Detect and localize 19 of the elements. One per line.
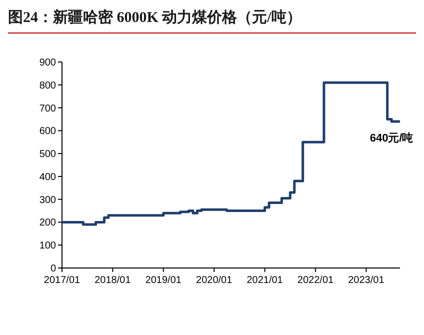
x-tick-label: 2018/01	[94, 275, 132, 286]
x-tick-label: 2021/01	[246, 275, 284, 286]
y-tick-label: 600	[39, 126, 56, 138]
y-tick-label: 400	[39, 172, 56, 183]
y-tick-label: 0	[50, 264, 56, 274]
annotation: 640元/吨	[370, 132, 414, 145]
chart-title: 图24：新疆哈密 6000K 动力煤价格（元/吨）	[8, 8, 302, 26]
x-tick-label: 2022/01	[297, 275, 334, 286]
y-tick-label: 100	[39, 240, 56, 252]
y-tick-label: 800	[39, 80, 56, 92]
y-tick-label: 200	[39, 218, 56, 229]
x-tick-label: 2019/01	[145, 275, 182, 286]
y-tick-label: 500	[39, 149, 56, 160]
y-tick-label: 900	[39, 58, 56, 68]
y-tick-label: 700	[39, 103, 56, 114]
x-tick-label: 2017/01	[44, 275, 81, 286]
x-tick-label: 2023/01	[348, 275, 385, 286]
y-tick-label: 300	[39, 194, 56, 206]
x-tick-label: 2020/01	[196, 275, 233, 286]
